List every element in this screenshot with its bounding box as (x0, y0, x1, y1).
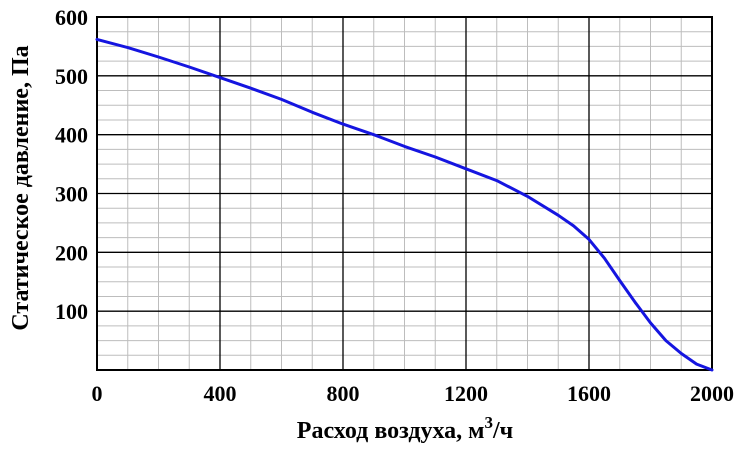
series-layer (95, 37, 714, 372)
y-tick-label: 100 (55, 299, 88, 324)
x-tick-label: 400 (204, 381, 237, 406)
x-axis-title-superscript: 3 (485, 413, 494, 432)
x-axis-title-suffix: /ч (492, 418, 513, 444)
x-tick-label: 800 (327, 381, 360, 406)
x-tick-label: 1200 (444, 381, 488, 406)
x-tick-label: 2000 (690, 381, 734, 406)
series-line-1 (95, 37, 714, 372)
y-tick-label: 300 (55, 182, 88, 207)
y-tick-label: 500 (55, 64, 88, 89)
y-tick-label: 400 (55, 123, 88, 148)
tick-labels: 0 400 800 1200 1600 2000 100 200 300 400 500 600 (55, 5, 734, 406)
major-grid (96, 16, 713, 371)
axis-titles: Расход воздуха, м3/ч Статическое давлени… (8, 45, 513, 444)
x-axis-title: Расход воздуха, м3/ч (297, 413, 513, 444)
plot-frame (96, 16, 713, 371)
x-tick-label: 0 (92, 381, 103, 406)
y-tick-label: 200 (55, 240, 88, 265)
x-axis-title-main: Расход воздуха, м (297, 418, 485, 444)
x-tick-label: 1600 (567, 381, 611, 406)
y-axis-title: Статическое давление, Па (8, 45, 34, 330)
y-tick-label: 600 (55, 5, 88, 30)
